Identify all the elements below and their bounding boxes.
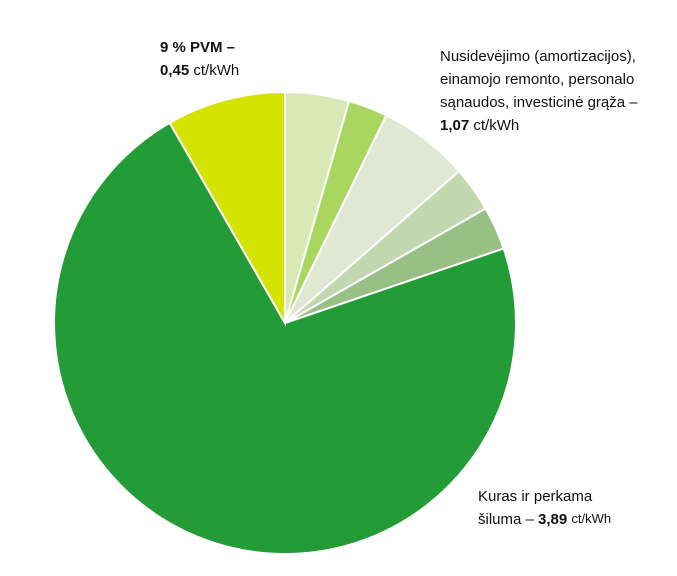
annotation-line: 9 % PVM –	[160, 39, 235, 56]
annotation-line: sąnaudos, investicinė grąža –	[440, 94, 638, 111]
value-label: 1,07	[440, 117, 469, 134]
unit: ct/kWh	[473, 117, 519, 134]
annotation-value-line: 0,45 ct/kWh	[160, 62, 239, 79]
annotation-line: Kuras ir perkama	[478, 488, 593, 505]
annotation-value-line: 1,07 ct/kWh	[440, 117, 519, 134]
annotation-line: šiluma –	[478, 511, 535, 528]
value-label: 3,89	[538, 511, 567, 528]
annotation-value-line: šiluma – 3,89 ct/kWh	[478, 511, 611, 528]
value-label: 0,45	[160, 62, 189, 79]
unit: ct/kWh	[193, 62, 239, 79]
pie-slice	[168, 90, 286, 327]
pie-slice	[53, 121, 517, 555]
annotation-line: Nusidevėjimo (amortizacijos),	[440, 48, 636, 65]
unit: ct/kWh	[571, 511, 611, 526]
annotation-line: einamojo remonto, personalo	[440, 71, 634, 88]
